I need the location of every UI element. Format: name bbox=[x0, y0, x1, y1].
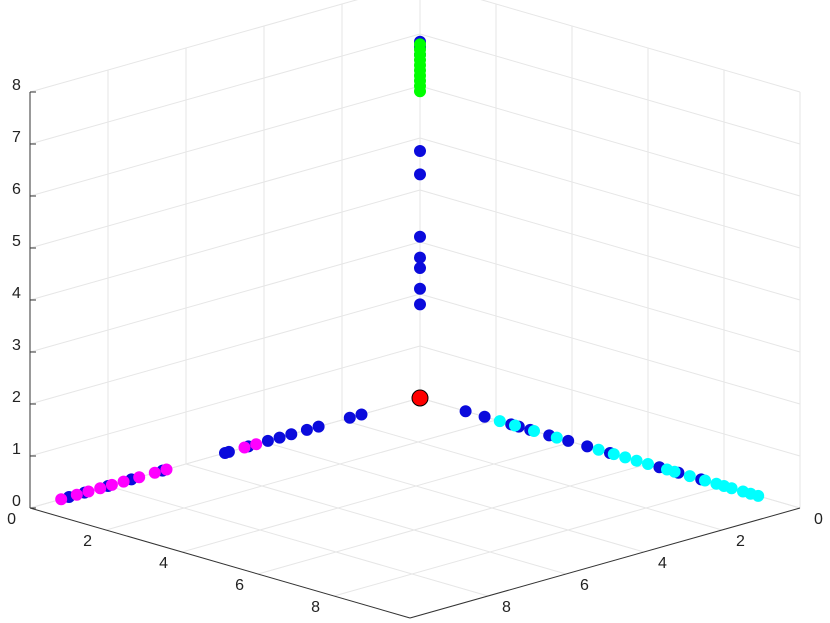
grid-line bbox=[419, 189, 801, 301]
point bbox=[273, 431, 286, 444]
point bbox=[528, 425, 540, 437]
point bbox=[619, 451, 632, 464]
x-tick-label: 0 bbox=[7, 511, 16, 528]
grid-line bbox=[29, 33, 421, 145]
grid-line bbox=[29, 241, 421, 353]
grid-line bbox=[29, 189, 421, 301]
y-tick-label: 0 bbox=[814, 511, 823, 528]
point bbox=[238, 441, 251, 454]
point bbox=[581, 440, 594, 453]
point bbox=[550, 431, 563, 444]
grid-line bbox=[105, 419, 497, 531]
point bbox=[414, 230, 426, 243]
point bbox=[493, 415, 506, 428]
point bbox=[411, 389, 429, 407]
grid-line bbox=[419, 293, 801, 405]
grid-line bbox=[257, 463, 649, 575]
point bbox=[261, 434, 274, 447]
x-tick-label: 2 bbox=[83, 533, 92, 550]
y-tick-label: 10 bbox=[424, 621, 442, 623]
grid-line bbox=[29, 137, 421, 249]
point bbox=[148, 466, 161, 479]
point bbox=[414, 262, 426, 274]
z-tick-label: 3 bbox=[12, 337, 21, 354]
point bbox=[94, 482, 107, 495]
grid-line bbox=[185, 463, 567, 575]
point bbox=[70, 488, 83, 501]
grid-line bbox=[419, 137, 801, 249]
point bbox=[414, 38, 426, 51]
point bbox=[414, 298, 426, 311]
grid-line bbox=[29, 345, 421, 457]
point bbox=[509, 419, 521, 432]
point bbox=[683, 470, 696, 483]
point bbox=[219, 447, 231, 459]
x-tick-label: 8 bbox=[311, 599, 320, 616]
grid-line bbox=[419, 241, 801, 353]
point bbox=[459, 405, 472, 418]
x-tick-label: 6 bbox=[235, 577, 244, 594]
grid-line bbox=[263, 441, 645, 553]
y-tick-label: 8 bbox=[502, 599, 511, 616]
point bbox=[82, 485, 95, 498]
z-tick-label: 2 bbox=[12, 389, 21, 406]
point bbox=[117, 475, 130, 488]
point bbox=[607, 448, 620, 461]
z-tick-label: 0 bbox=[12, 493, 21, 510]
point bbox=[414, 251, 426, 264]
point bbox=[355, 408, 368, 421]
point bbox=[55, 493, 68, 506]
z-tick-label: 4 bbox=[12, 285, 21, 302]
point bbox=[562, 434, 575, 447]
point bbox=[285, 428, 298, 441]
grid-line bbox=[480, 0, 801, 93]
axis-line bbox=[29, 507, 411, 619]
y-tick-label: 4 bbox=[658, 555, 667, 572]
point bbox=[592, 443, 605, 456]
z-tick-label: 8 bbox=[12, 77, 21, 94]
point bbox=[133, 471, 146, 484]
z-tick-label: 7 bbox=[12, 129, 21, 146]
grid-line bbox=[419, 345, 801, 457]
point bbox=[630, 454, 643, 467]
point bbox=[414, 168, 426, 181]
y-tick-label: 6 bbox=[580, 577, 589, 594]
point bbox=[160, 463, 173, 476]
z-tick-label: 6 bbox=[12, 181, 21, 198]
grid-line bbox=[341, 419, 723, 531]
z-tick-label: 1 bbox=[12, 441, 21, 458]
grid-line bbox=[29, 293, 421, 405]
point bbox=[250, 438, 263, 451]
point bbox=[699, 474, 711, 487]
point bbox=[642, 458, 654, 470]
grid-line bbox=[419, 85, 801, 197]
z-tick-label: 5 bbox=[12, 233, 21, 250]
grid-line bbox=[29, 0, 359, 93]
point bbox=[668, 465, 681, 478]
point bbox=[752, 489, 765, 502]
grid-line bbox=[29, 85, 421, 197]
point bbox=[414, 282, 426, 295]
point bbox=[300, 423, 313, 436]
grid-line bbox=[107, 485, 489, 597]
grid-line bbox=[333, 485, 725, 597]
y-tick-label: 2 bbox=[736, 533, 745, 550]
point bbox=[105, 478, 118, 491]
point bbox=[312, 420, 325, 433]
grid-line bbox=[419, 33, 801, 145]
x-tick-label: 10 bbox=[378, 621, 396, 623]
point bbox=[414, 145, 426, 157]
x-tick-label: 4 bbox=[159, 555, 168, 572]
point bbox=[478, 410, 491, 423]
axis-line bbox=[409, 507, 801, 619]
grid-line bbox=[181, 441, 573, 553]
point bbox=[725, 482, 738, 495]
point bbox=[343, 411, 356, 424]
